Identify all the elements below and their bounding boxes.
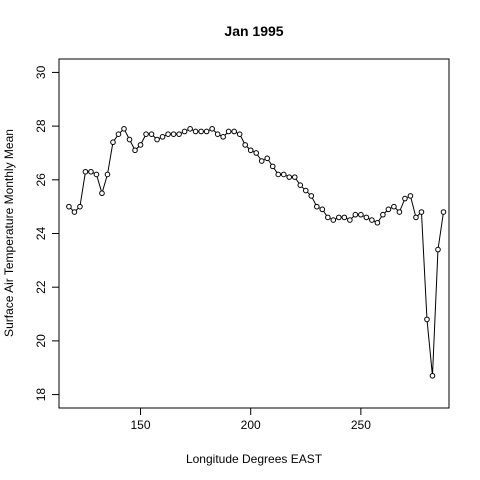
data-point: [143, 131, 149, 137]
data-point: [88, 168, 94, 175]
series-layer: [66, 126, 447, 379]
data-point: [242, 142, 248, 148]
y-tick-label: 20: [34, 334, 48, 348]
data-point: [413, 214, 419, 221]
data-point: [198, 128, 204, 135]
data-point: [429, 372, 436, 379]
data-point: [192, 128, 199, 135]
data-point: [159, 134, 166, 140]
data-point: [121, 126, 127, 132]
y-tick-label: 18: [34, 388, 48, 402]
data-point: [148, 131, 155, 137]
data-point: [440, 209, 447, 215]
data-point: [236, 131, 243, 137]
data-point: [325, 214, 331, 221]
data-point: [126, 136, 133, 143]
data-point: [82, 168, 89, 175]
data-point: [280, 171, 287, 178]
data-point: [71, 209, 78, 215]
data-point: [435, 246, 441, 253]
data-point: [99, 190, 105, 197]
data-point: [170, 131, 177, 137]
series-line: [68, 127, 444, 376]
data-point: [66, 203, 72, 210]
data-point: [231, 128, 237, 135]
data-point: [418, 209, 425, 215]
data-point: [110, 139, 116, 146]
data-point: [77, 203, 83, 210]
data-point: [391, 203, 397, 210]
data-point: [291, 174, 298, 180]
data-point: [214, 131, 221, 137]
data-point: [396, 209, 403, 215]
data-point: [352, 211, 359, 218]
data-point: [380, 211, 386, 218]
y-axis-label: Surface Air Temperature Monthly Mean: [2, 129, 16, 337]
data-point: [137, 142, 144, 148]
x-axis: 150 200 250: [131, 407, 371, 432]
data-point: [209, 126, 215, 132]
data-point: [93, 171, 100, 178]
data-point: [402, 195, 408, 202]
y-tick-label: 22: [34, 280, 48, 294]
data-point: [347, 217, 353, 223]
data-point: [330, 217, 337, 223]
x-tick-label: 250: [351, 418, 371, 432]
data-point: [374, 219, 381, 226]
y-axis: 18 20 22 24 26 28 30: [34, 65, 60, 402]
data-point: [369, 217, 375, 223]
plot-frame: [58, 58, 450, 409]
x-tick-label: 200: [241, 418, 261, 432]
data-point: [336, 214, 342, 221]
y-tick-label: 26: [34, 173, 48, 187]
data-point: [275, 171, 282, 178]
data-point: [225, 128, 232, 135]
data-point: [269, 163, 276, 170]
y-tick-label: 24: [34, 227, 48, 241]
x-axis-label: Longitude Degrees EAST: [186, 452, 323, 466]
data-point: [407, 193, 414, 199]
y-tick-label: 30: [34, 65, 48, 79]
data-point: [258, 158, 265, 164]
data-point: [264, 155, 271, 162]
data-point: [363, 214, 370, 221]
data-point: [308, 193, 315, 199]
data-point: [203, 128, 210, 135]
data-point: [341, 214, 348, 221]
data-point: [115, 131, 122, 137]
data-point: [165, 131, 171, 137]
x-tick-label: 150: [131, 418, 151, 432]
data-point: [104, 171, 111, 178]
data-point: [313, 203, 320, 210]
data-point: [253, 150, 260, 156]
data-point: [247, 147, 254, 154]
data-point: [358, 211, 364, 218]
y-tick-label: 28: [34, 119, 48, 133]
data-point: [286, 174, 293, 180]
data-point: [187, 126, 193, 132]
data-point: [302, 187, 309, 194]
data-point: [220, 134, 226, 140]
data-point: [297, 182, 304, 188]
data-point: [319, 206, 326, 213]
data-point: [385, 206, 392, 213]
data-point: [132, 147, 138, 154]
data-point: [176, 131, 182, 137]
data-point: [154, 136, 160, 143]
data-point: [181, 128, 188, 135]
chart-title: Jan 1995: [224, 23, 283, 39]
data-point: [424, 316, 430, 323]
